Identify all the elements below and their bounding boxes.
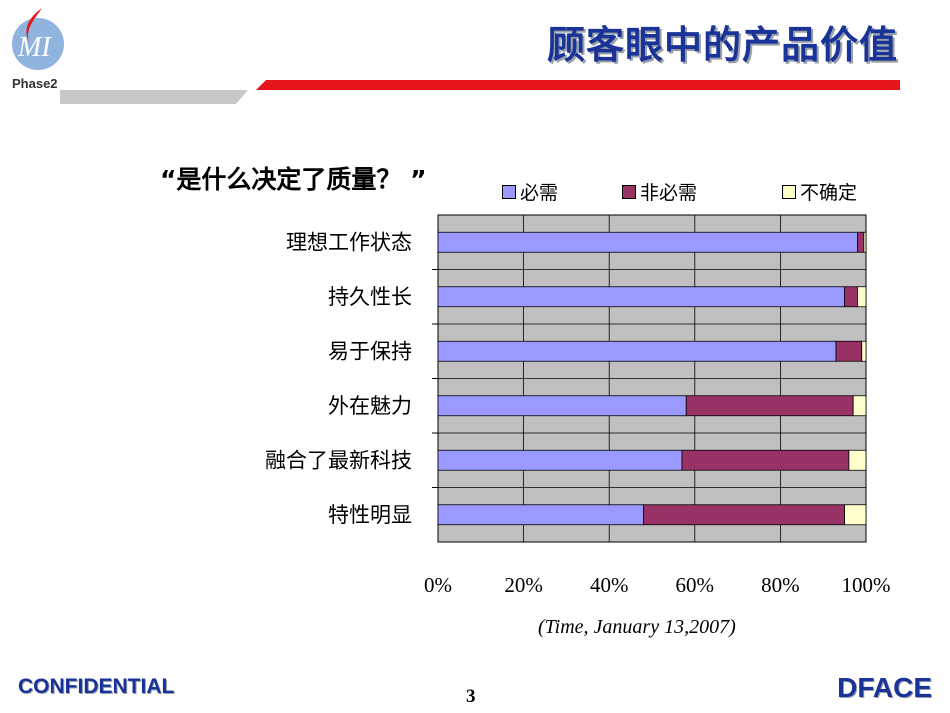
x-tick-label: 0% [424,573,452,597]
bar-segment-series-1-row-0 [857,231,865,253]
bar-segment-series-1-row-2 [835,340,863,362]
bar-segment-series-1-row-3 [685,395,854,417]
legend-item-required: 必需 [502,178,558,205]
legend-swatch-not-required [622,184,636,199]
source-note: (Time, January 13,2007) [538,616,736,638]
bar-segment-series-0-row-3 [437,395,687,417]
legend-swatch-uncertain [782,184,796,199]
page-title: 顾客眼中的产品价值 [546,23,898,67]
x-tick-label: 40% [590,573,629,597]
x-tick-label: 20% [504,573,543,597]
confidential-label: CONFIDENTIAL [18,675,175,698]
x-tick-label: 80% [761,573,800,597]
chart-question: “是什么决定了质量？ ” [160,165,427,194]
legend-label-required: 必需 [520,182,559,204]
logo-text: Phase2 [12,76,58,91]
category-label: 持久性长 [328,285,412,309]
bar-segment-series-2-row-3 [852,395,867,417]
bar-segment-series-1-row-4 [681,449,850,471]
bar-segment-series-0-row-2 [437,340,837,362]
bar-segment-series-2-row-1 [857,286,867,308]
page-number: 3 [466,686,476,707]
bar-segment-series-1-row-1 [844,286,858,308]
category-label: 易于保持 [328,339,412,363]
legend-label-uncertain: 不确定 [800,182,858,204]
category-label: 特性明显 [328,503,412,527]
category-label: 外在魅力 [328,394,412,418]
legend-label-not-required: 非必需 [640,182,698,204]
category-label: 理想工作状态 [286,230,412,254]
legend-item-not-required: 非必需 [622,178,697,205]
bar-segment-series-2-row-2 [861,340,867,362]
logo-mark: MI [12,8,64,70]
bar-segment-series-0-row-1 [437,286,846,308]
x-tick-label: 60% [676,573,715,597]
bar-segment-series-0-row-0 [437,231,858,253]
brand-label: DFACE [837,672,932,703]
svg-text:MI: MI [17,32,52,63]
x-tick-label: 100% [842,573,891,597]
bar-segment-series-1-row-5 [643,504,846,526]
bar-segment-series-0-row-4 [437,449,683,471]
category-label: 融合了最新科技 [265,448,412,472]
bar-segment-series-2-row-5 [844,504,867,526]
bar-segment-series-0-row-5 [437,504,644,526]
chart-legend: 必需 非必需 不确定 [502,178,882,205]
header-bar [60,80,900,104]
legend-swatch-required [502,184,516,199]
legend-item-uncertain: 不确定 [782,178,857,205]
bar-segment-series-2-row-4 [848,449,867,471]
bar-segment-series-2-row-0 [863,231,867,253]
